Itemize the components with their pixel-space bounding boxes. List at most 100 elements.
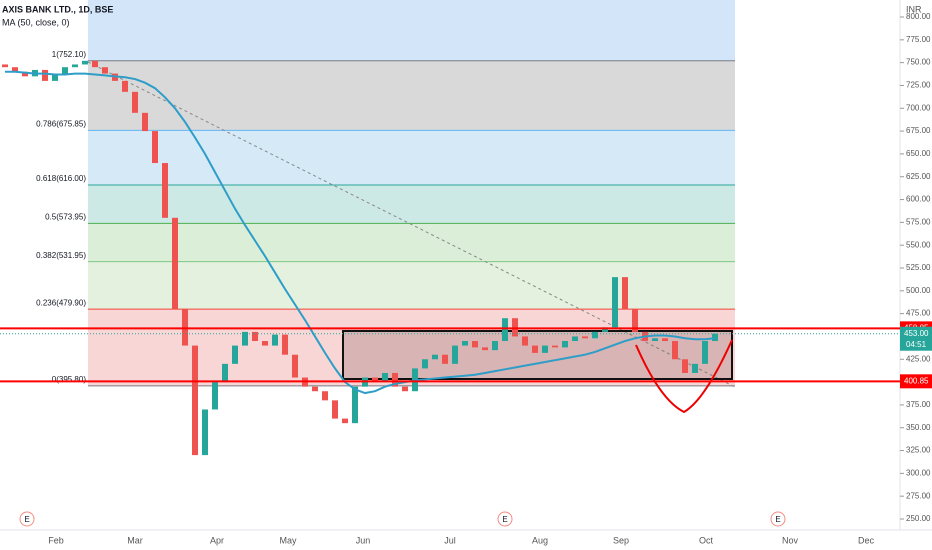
candle-body	[262, 341, 268, 346]
x-tick-label: May	[279, 535, 297, 545]
x-tick-label: Aug	[532, 535, 548, 545]
candle-body	[102, 67, 108, 74]
candle-body	[332, 400, 338, 419]
candle-body	[632, 309, 638, 332]
candle-body	[432, 354, 438, 360]
candle-body	[402, 386, 408, 392]
candle-body	[562, 341, 568, 348]
candle-body	[62, 67, 68, 74]
candle-body	[282, 334, 288, 355]
candle-body	[542, 345, 548, 353]
chart-title: AXIS BANK LTD., 1D, BSE	[2, 4, 113, 14]
countdown: 04:51	[906, 340, 927, 349]
fib-label: 0.786(675.85)	[36, 119, 86, 128]
fib-label: 0.618(616.00)	[36, 174, 86, 183]
candle-body	[342, 418, 348, 424]
y-tick-label: 675.00	[906, 126, 931, 135]
candle-body	[322, 391, 328, 401]
candle-body	[232, 345, 238, 364]
x-tick-label: Jun	[356, 535, 371, 545]
earnings-marker	[770, 511, 786, 527]
fib-zone	[88, 223, 735, 262]
last-price-tag	[900, 326, 932, 351]
y-tick-label: 625.00	[906, 172, 931, 181]
ma-line	[5, 70, 716, 395]
candle-body	[652, 338, 658, 342]
candle-body	[202, 409, 208, 456]
y-tick-label: 650.00	[906, 149, 931, 158]
candle-body	[492, 341, 498, 351]
candle-body	[312, 386, 318, 392]
y-tick-label: 575.00	[906, 217, 931, 226]
y-tick-label: 325.00	[906, 446, 931, 455]
candle-body	[212, 382, 218, 410]
y-tick-label: 750.00	[906, 58, 931, 67]
candle-body	[352, 386, 358, 424]
candle-body	[142, 112, 148, 132]
indicator-label: MA (50, close, 0)	[2, 17, 70, 27]
y-tick-label: 350.00	[906, 423, 931, 432]
fib-zone	[88, 130, 735, 185]
candle-body	[22, 71, 28, 77]
candle-body	[482, 347, 488, 351]
fib-zone	[88, 60, 735, 131]
candle-body	[92, 60, 98, 68]
fib-label: 1(752.10)	[52, 50, 87, 59]
candle-body	[192, 345, 198, 456]
candle-body	[592, 331, 598, 339]
x-tick-label: Dec	[858, 535, 875, 545]
y-tick-label: 425.00	[906, 354, 931, 363]
candle-body	[662, 338, 668, 342]
candle-body	[12, 67, 18, 72]
x-tick-label: Oct	[699, 535, 714, 545]
candle-body	[612, 277, 618, 328]
candle-body	[502, 318, 508, 342]
candle-body	[462, 341, 468, 346]
trend-line	[87, 61, 736, 388]
candle-body	[442, 354, 448, 364]
y-tick-label: 475.00	[906, 309, 931, 318]
candle-body	[242, 331, 248, 346]
x-tick-label: Jul	[444, 535, 456, 545]
candle-body	[152, 131, 158, 164]
fib-zone	[88, 184, 735, 224]
earnings-marker	[19, 511, 35, 527]
fib-label: 0.236(479.90)	[36, 298, 86, 307]
currency: INR	[906, 4, 922, 14]
candle-body	[272, 334, 278, 346]
fib-label: 0(395.80)	[52, 375, 87, 384]
y-tick-label: 800.00	[906, 12, 931, 21]
candle-body	[392, 372, 398, 387]
candle-body	[372, 377, 378, 383]
drawn-curve	[635, 339, 733, 414]
candle-body	[252, 331, 258, 342]
candle-body	[512, 318, 518, 337]
candle-body	[702, 341, 708, 364]
candle-body	[422, 359, 428, 369]
candle-body	[182, 309, 188, 346]
y-tick-label: 300.00	[906, 468, 931, 477]
candle-body	[292, 354, 298, 378]
candle-body	[82, 60, 88, 65]
candle-body	[162, 163, 168, 218]
candle-body	[582, 336, 588, 339]
candle-body	[522, 336, 528, 346]
candle-body	[72, 64, 78, 68]
candle-body	[712, 333, 718, 342]
candle-body	[622, 277, 628, 310]
candle-body	[122, 80, 128, 92]
last-price-label: 453.00	[904, 329, 929, 338]
y-tick-label: 375.00	[906, 400, 931, 409]
earnings-label: E	[24, 515, 29, 524]
candle-body	[132, 91, 138, 113]
fib-label: 0.5(573.95)	[45, 212, 86, 221]
candle-body	[42, 69, 48, 81]
x-tick-label: Sep	[613, 535, 629, 545]
x-tick-label: Feb	[48, 535, 64, 545]
y-tick-label: 275.00	[906, 491, 931, 500]
price-tag	[900, 374, 932, 389]
x-tick-label: Mar	[127, 535, 143, 545]
y-tick-label: 700.00	[906, 103, 931, 112]
candle-body	[382, 372, 388, 383]
